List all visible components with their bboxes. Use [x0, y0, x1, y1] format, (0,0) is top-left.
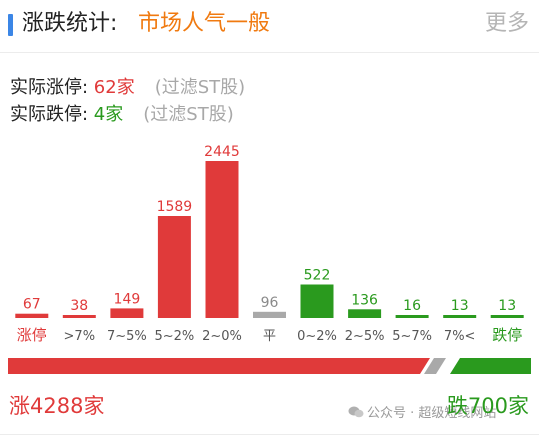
- bar-0: [15, 313, 49, 318]
- bar-value-label-9: 13: [451, 298, 469, 314]
- bar-value-label-5: 96: [261, 295, 279, 311]
- limit-down-value: 4家: [93, 104, 124, 125]
- bar-value-label-8: 16: [403, 298, 421, 314]
- distribution-bar-chart: 67 涨停 38 >7% 149 7~5% 1589 5~2% 2445 2~0% 96 平 522 0~…: [15, 144, 524, 344]
- limit-up-stat: 实际涨停: 62家 (过滤ST股): [10, 76, 245, 100]
- bar-3: [157, 216, 191, 318]
- breadth-split-bar: [8, 358, 531, 374]
- bar-1: [62, 315, 96, 318]
- bar-value-label-10: 13: [498, 298, 516, 314]
- bar-2: [110, 308, 144, 318]
- watermark: 公众号 · 超级短线网站: [348, 404, 496, 424]
- bar-value-label-3: 1589: [157, 199, 193, 215]
- limit-down-label: 实际跌停:: [10, 104, 94, 125]
- limit-down-stat: 实际跌停: 4家 (过滤ST股): [10, 103, 234, 127]
- down-breadth-segment: [450, 358, 531, 374]
- bar-value-label-1: 38: [70, 298, 88, 314]
- watermark-text: 公众号 · 超级短线网站: [367, 406, 497, 421]
- bar-4: [205, 161, 239, 318]
- bar-category-label-6: 0~2%: [297, 329, 337, 344]
- bar-category-label-2: 7~5%: [107, 329, 147, 344]
- bar-category-label-5: 平: [263, 329, 276, 344]
- bar-category-label-7: 2~5%: [345, 329, 385, 344]
- limit-up-value: 62家: [93, 77, 135, 98]
- up-breadth-segment: [8, 358, 430, 374]
- flat-breadth-segment: [424, 358, 446, 374]
- limit-down-filter-note: (过滤ST股): [143, 104, 234, 125]
- bar-category-label-0: 涨停: [17, 326, 47, 344]
- bar-value-label-4: 2445: [204, 144, 240, 160]
- bar-value-label-6: 522: [304, 268, 331, 284]
- bar-category-label-1: >7%: [64, 329, 96, 344]
- bar-8: [395, 315, 429, 318]
- wechat-icon: [348, 406, 364, 418]
- bar-7: [348, 309, 382, 318]
- header-accent-bar: [8, 14, 13, 36]
- panel-title: 涨跌统计:: [22, 11, 118, 36]
- panel-header: 涨跌统计: 市场人气一般 更多: [0, 0, 539, 53]
- limit-up-label: 实际涨停:: [10, 77, 94, 98]
- more-link[interactable]: 更多: [484, 11, 529, 36]
- bar-category-label-8: 5~7%: [392, 329, 432, 344]
- bar-value-label-0: 67: [23, 297, 41, 313]
- bar-6: [300, 284, 334, 318]
- bottom-divider: [0, 434, 539, 435]
- up-total: 涨4288家: [9, 394, 105, 418]
- bar-10: [490, 315, 524, 318]
- bar-category-label-3: 5~2%: [155, 329, 195, 344]
- bar-category-label-10: 跌停: [492, 326, 522, 344]
- bar-category-label-4: 2~0%: [202, 329, 242, 344]
- bar-category-label-9: 7%<: [444, 329, 476, 344]
- market-mood: 市场人气一般: [138, 11, 271, 36]
- bar-9: [443, 315, 477, 318]
- down-total: 跌700家: [446, 394, 529, 418]
- limit-up-filter-note: (过滤ST股): [154, 77, 246, 98]
- bar-5: [253, 311, 286, 318]
- bar-value-label-2: 149: [114, 291, 141, 307]
- bar-value-label-7: 136: [351, 292, 378, 308]
